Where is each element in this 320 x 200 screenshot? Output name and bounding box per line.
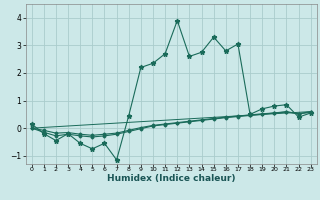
X-axis label: Humidex (Indice chaleur): Humidex (Indice chaleur)	[107, 174, 236, 183]
